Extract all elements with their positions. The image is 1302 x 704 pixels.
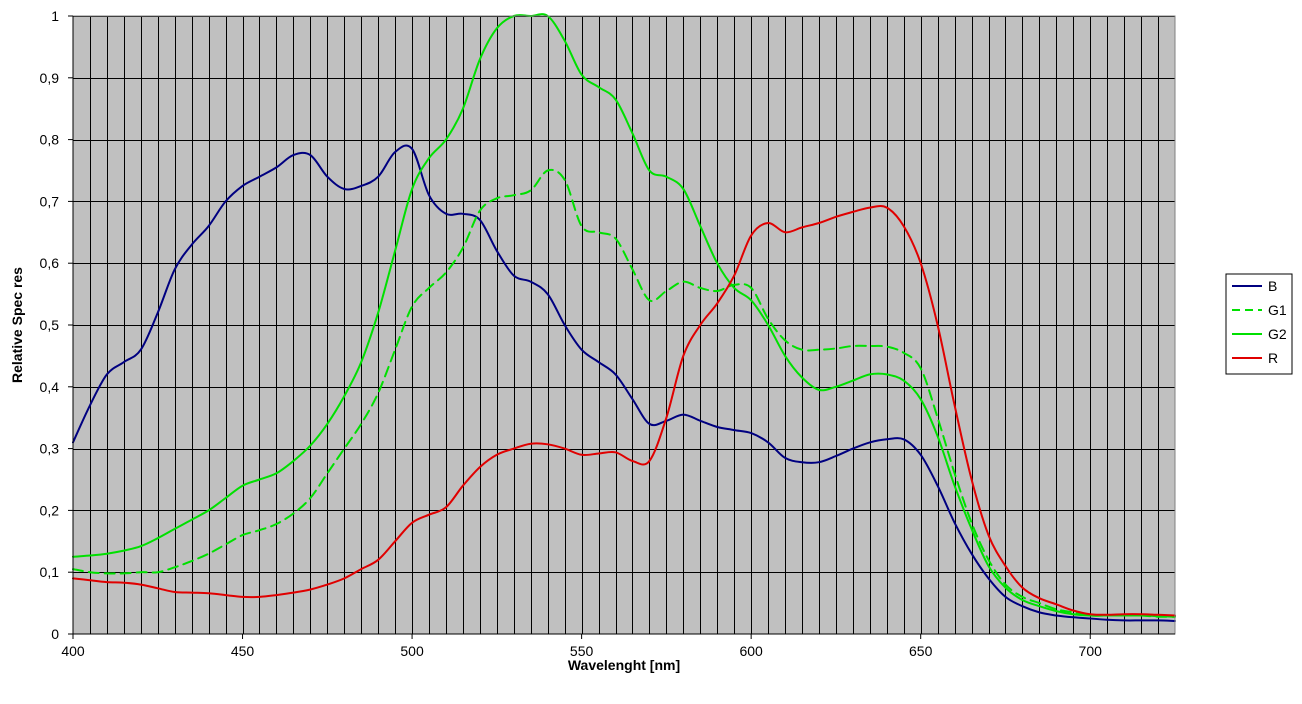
x-axis-ticks: 400 450 500 550 600 650 700 — [61, 634, 1102, 659]
legend-label-g1: G1 — [1268, 302, 1287, 318]
y-tick-label: 0,8 — [40, 132, 60, 148]
y-tick-label: 0,4 — [40, 379, 60, 395]
y-tick-label: 1 — [51, 8, 59, 24]
y-tick-label: 0,3 — [40, 441, 60, 457]
x-tick-label: 600 — [739, 643, 763, 659]
x-tick-label: 550 — [570, 643, 594, 659]
x-tick-label: 650 — [909, 643, 933, 659]
series-line-r — [72, 205, 1176, 617]
y-tick-label: 0,5 — [40, 317, 60, 333]
y-tick-label: 0,9 — [40, 70, 60, 86]
series-line-b — [72, 144, 1176, 622]
y-axis-label: Relative Spec res — [9, 267, 25, 383]
y-axis-ticks: 0 0,1 0,2 0,3 0,4 0,5 0,6 0,7 0,8 0,9 1 — [40, 8, 73, 642]
series-line-g2 — [72, 13, 1176, 618]
x-tick-label: 450 — [231, 643, 255, 659]
series-lines — [72, 13, 1176, 622]
legend-label-r: R — [1268, 350, 1278, 366]
y-tick-label: 0,6 — [40, 255, 60, 271]
x-tick-label: 700 — [1079, 643, 1103, 659]
x-tick-label: 400 — [61, 643, 85, 659]
legend: B G1 G2 R — [1225, 273, 1293, 375]
legend-label-b: B — [1268, 278, 1277, 294]
y-tick-label: 0,2 — [40, 502, 60, 518]
x-tick-label: 500 — [400, 643, 424, 659]
x-axis-label: Wavelenght [nm] — [568, 657, 680, 673]
y-tick-label: 0,1 — [40, 564, 60, 580]
y-tick-label: 0,7 — [40, 193, 60, 209]
series-line-g1 — [72, 168, 1176, 618]
legend-label-g2: G2 — [1268, 326, 1287, 342]
y-tick-label: 0 — [51, 626, 59, 642]
